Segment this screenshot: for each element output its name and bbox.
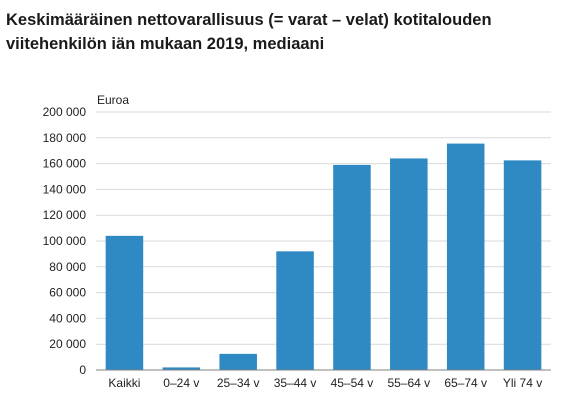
chart-title-line-2: viitehenkilön iän mukaan 2019, mediaani <box>6 35 325 53</box>
chart-title-line-1: Keskimääräinen nettovarallisuus (= varat… <box>6 11 492 29</box>
bar <box>333 164 371 370</box>
bar <box>503 160 542 370</box>
y-tick-label: 0 <box>79 363 86 377</box>
bar <box>276 251 314 370</box>
y-tick-label: 120 000 <box>43 208 87 222</box>
y-tick-label: 180 000 <box>43 131 87 145</box>
y-tick-label: 160 000 <box>43 157 87 171</box>
y-tick-label: 80 000 <box>49 260 86 274</box>
x-tick-label: Kaikki <box>108 376 140 390</box>
bar <box>446 143 485 370</box>
y-tick-label: 20 000 <box>49 337 86 351</box>
bar <box>390 158 428 370</box>
bar <box>105 235 144 370</box>
y-tick-label: 100 000 <box>43 234 87 248</box>
bar <box>219 353 257 370</box>
y-axis-unit-label: Euroa <box>97 93 129 107</box>
axes: 0 20 000 40 000 60 000 80 000 100 000 120 000 1… <box>43 105 551 390</box>
y-tick-label: 40 000 <box>49 311 86 325</box>
x-tick-label: 0–24 v <box>163 376 199 390</box>
bars <box>105 143 542 370</box>
x-tick-label: 55–64 v <box>387 376 430 390</box>
y-tick-label: 140 000 <box>43 182 87 196</box>
x-tick-label: 25–34 v <box>217 376 260 390</box>
x-tick-label: 35–44 v <box>274 376 317 390</box>
y-tick-label: 200 000 <box>43 105 87 119</box>
bar <box>162 367 201 370</box>
x-tick-label: Yli 74 v <box>503 376 542 390</box>
chart-title: Keskimääräinen nettovarallisuus (= varat… <box>6 8 576 56</box>
x-tick-label: 65–74 v <box>444 376 487 390</box>
y-tick-label: 60 000 <box>49 286 86 300</box>
x-tick-label: 45–54 v <box>331 376 374 390</box>
